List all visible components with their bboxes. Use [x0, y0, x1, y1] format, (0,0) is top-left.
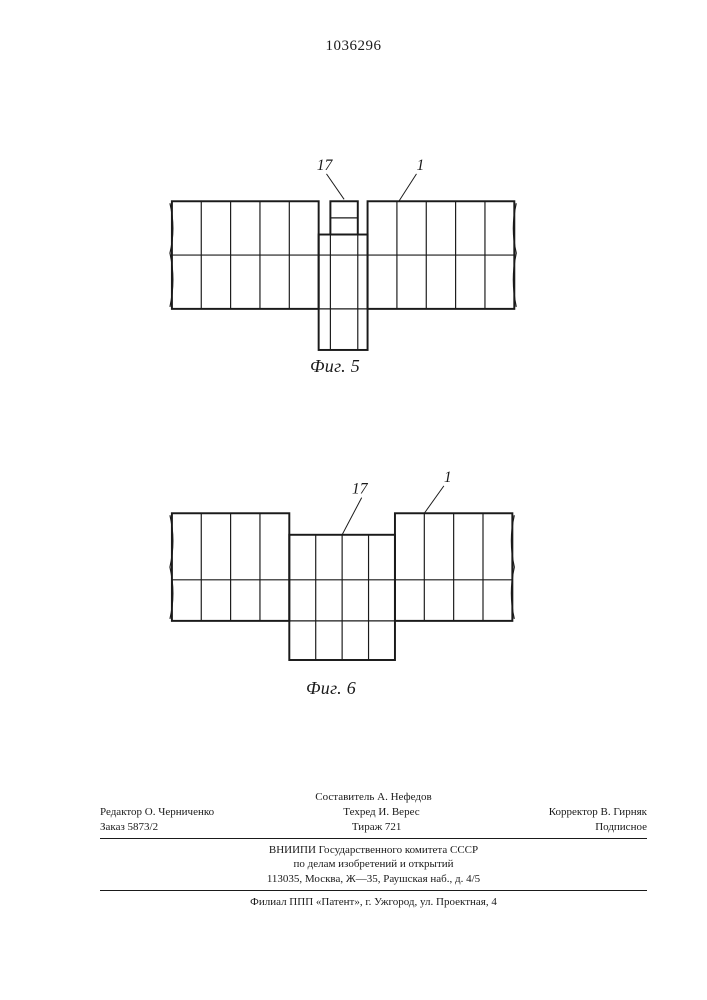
fig5-ref-17: 17	[317, 157, 334, 174]
podpisnoe: Подписное	[595, 820, 647, 835]
fig6-left-block	[170, 513, 289, 621]
fig6-right-block	[395, 513, 514, 621]
org-line-2: по делам изобретений и открытий	[100, 857, 647, 872]
branch-line: Филиал ППП «Патент», г. Ужгород, ул. Про…	[100, 895, 647, 910]
org-line-3: 113035, Москва, Ж—35, Раушская наб., д. …	[100, 872, 647, 887]
fig6-ref-1: 1	[444, 469, 452, 486]
fig5-center-top	[330, 201, 357, 234]
editor: Редактор О. Черниченко	[100, 805, 214, 820]
org-line-1: ВНИИПИ Государственного комитета СССР	[100, 843, 647, 858]
fig5-ref-1: 1	[416, 157, 424, 174]
tirazh: Тираж 721	[352, 820, 402, 835]
order-number: Заказ 5873/2	[100, 820, 158, 835]
corrector: Корректор В. Гирняк	[549, 805, 647, 820]
patent-page: 1036296	[0, 0, 707, 1000]
document-number: 1036296	[0, 38, 707, 55]
compiler-line: Составитель А. Нефедов	[100, 790, 647, 805]
fig5-caption: Фиг. 5	[310, 356, 360, 377]
techred: Техред И. Верес	[343, 805, 419, 820]
figure-5: 17 1	[168, 148, 528, 368]
fig5-left-block	[170, 201, 319, 309]
colophon: Составитель А. Нефедов Редактор О. Черни…	[100, 790, 647, 910]
fig5-center-main	[319, 235, 368, 350]
fig6-caption: Фиг. 6	[306, 678, 356, 699]
figure-6: 17 1	[168, 460, 528, 680]
fig6-center-block	[289, 535, 395, 660]
fig6-ref-17: 17	[352, 481, 369, 498]
fig5-right-block	[368, 201, 517, 309]
